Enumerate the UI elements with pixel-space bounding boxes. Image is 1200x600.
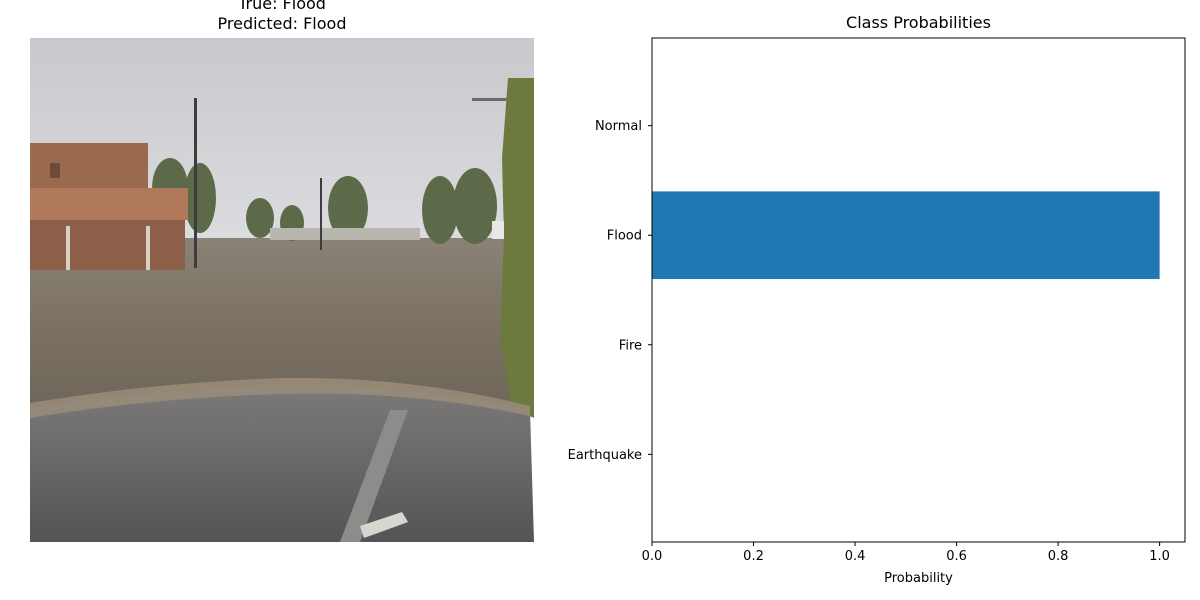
y-tick-label: Earthquake <box>568 448 642 463</box>
y-tick-label: Flood <box>607 229 642 244</box>
bar-flood <box>652 191 1160 280</box>
predicted-label: Predicted: Flood <box>217 14 347 33</box>
x-tick-label: 1.0 <box>1149 549 1170 564</box>
plot-frame <box>651 37 1186 543</box>
x-axis-label: Probability <box>884 571 953 586</box>
x-tick-label: 0.8 <box>1048 549 1069 564</box>
x-tick-label: 0.2 <box>743 549 764 564</box>
y-tick-label: Fire <box>619 338 642 353</box>
y-tick-label: Normal <box>595 119 642 134</box>
x-tick-label: 0.0 <box>642 549 663 564</box>
true-label: True: Flood <box>238 0 326 13</box>
x-tick-label: 0.4 <box>845 549 866 564</box>
chart-title: Class Probabilities <box>846 13 991 32</box>
flood-photo <box>30 38 534 542</box>
image-title: True: Flood Predicted: Flood <box>30 0 534 34</box>
x-tick-label: 0.6 <box>946 549 967 564</box>
